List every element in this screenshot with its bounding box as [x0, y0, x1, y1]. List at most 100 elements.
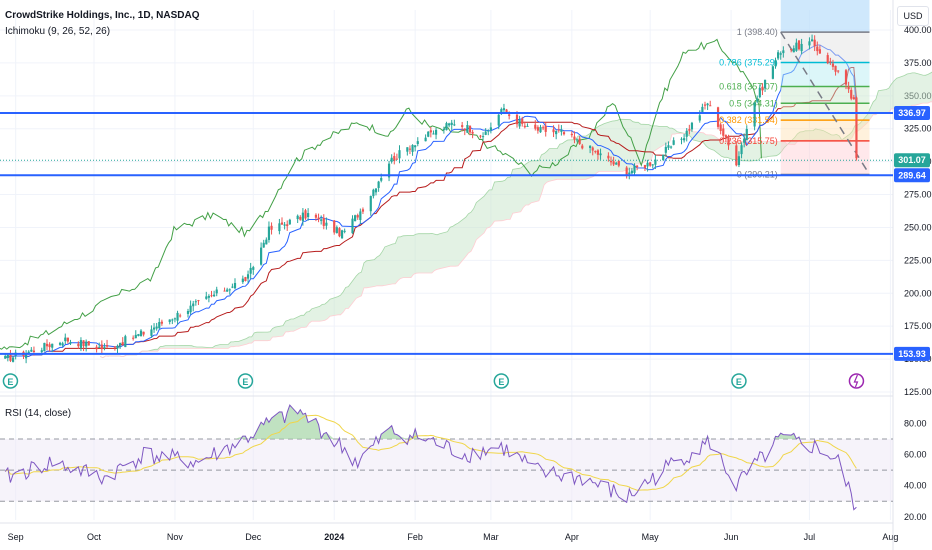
candle-body [205, 296, 208, 299]
candle-body [408, 148, 412, 150]
candle-body [194, 301, 197, 303]
candle-body [387, 163, 391, 178]
candle-body [137, 334, 140, 336]
candle-body [231, 286, 234, 288]
candle-body [808, 41, 811, 46]
fib-band [780, 103, 870, 121]
candle-body [617, 160, 620, 166]
candle-body [484, 131, 487, 135]
candle-body [607, 155, 610, 159]
candle-body [774, 60, 777, 67]
candle-body [4, 356, 7, 359]
price-level-label: 153.93 [898, 349, 926, 359]
candle-body [500, 109, 503, 113]
candle-body [325, 222, 328, 226]
candle-body [743, 138, 746, 143]
candle-body [372, 189, 375, 197]
candle-body [171, 319, 174, 321]
candle-body [343, 230, 346, 232]
candle-body [267, 226, 271, 240]
candle-body [667, 145, 670, 148]
price-label-bg [894, 346, 930, 361]
candle-body [536, 127, 539, 131]
candle-body [709, 105, 712, 107]
chart-title: CrowdStrike Holdings, Inc., 1D, NASDAQ [5, 10, 200, 21]
leading-span-a [100, 71, 932, 359]
candle-body [340, 230, 344, 239]
candle-body [800, 43, 803, 52]
earnings-icon: E [237, 373, 254, 389]
candle-body [521, 118, 524, 124]
candle-body [189, 305, 192, 313]
fib-band [780, 140, 870, 175]
candle-body [356, 215, 359, 218]
rsi-tick-label: 60.00 [904, 450, 927, 460]
candle-body [150, 329, 153, 336]
candle-body [526, 125, 529, 127]
candle-body [847, 86, 850, 90]
candle-body [515, 114, 519, 125]
candle-body [333, 220, 336, 233]
price-tick-label: 125.00 [904, 387, 932, 397]
candle-body [307, 213, 310, 218]
time-tick-label: Feb [407, 532, 423, 542]
currency-unit-button[interactable]: USD [897, 6, 929, 26]
candle-body [855, 97, 858, 159]
candle-body [468, 125, 472, 133]
candle-body [646, 162, 649, 167]
candle-body [669, 146, 673, 148]
earnings-icon-letter: E [736, 377, 742, 387]
candle-body [829, 61, 832, 63]
time-tick-label: Jul [804, 532, 816, 542]
candle-body [228, 289, 231, 291]
candle-body [27, 351, 30, 354]
candle-body [322, 217, 325, 226]
candle-body [818, 49, 821, 54]
earnings-icon-circle [2, 373, 19, 389]
candle-body [727, 138, 730, 146]
candle-body [481, 136, 485, 138]
candle-body [612, 161, 615, 165]
candle-body [471, 131, 474, 134]
candle-body [609, 160, 613, 163]
candle-body [158, 322, 161, 329]
candle-body [9, 354, 12, 361]
candle-body [560, 129, 563, 132]
candle-body [335, 227, 338, 234]
candle-body [424, 137, 427, 142]
candle-body [43, 342, 46, 352]
candle-body [834, 65, 837, 72]
candle-body [406, 147, 409, 152]
candle-body [314, 214, 318, 218]
candle-body [176, 312, 179, 321]
candle-body [207, 295, 210, 298]
earnings-icon-circle [493, 373, 510, 389]
candle-body [432, 133, 435, 135]
candle-body [301, 212, 304, 221]
candle-body [771, 66, 774, 79]
candle-body [223, 290, 226, 292]
candle-body [502, 108, 506, 111]
candle-body [280, 222, 284, 225]
ichimoku-legend: Ichimoku (9, 26, 52, 26) [5, 26, 111, 37]
candle-body [155, 326, 158, 329]
candle-body [249, 267, 252, 274]
candle-body [395, 158, 398, 160]
candle-body [40, 350, 43, 353]
candle-body [85, 341, 88, 347]
candle-body [850, 89, 853, 99]
candle-body [132, 337, 135, 339]
price-tick-label: 175.00 [904, 321, 932, 331]
candle-body [703, 104, 707, 106]
candle-body [233, 282, 237, 289]
candle-body [82, 340, 85, 347]
rsi-tick-label: 20.00 [904, 512, 927, 522]
fib-level-label: 0.618 (357.07) [719, 82, 778, 92]
candle-body [698, 115, 701, 121]
candle-body [544, 125, 547, 132]
price-tick-label: 200.00 [904, 288, 932, 298]
candle-body [113, 346, 116, 348]
candle-body [633, 165, 636, 173]
candle-body [278, 223, 281, 232]
